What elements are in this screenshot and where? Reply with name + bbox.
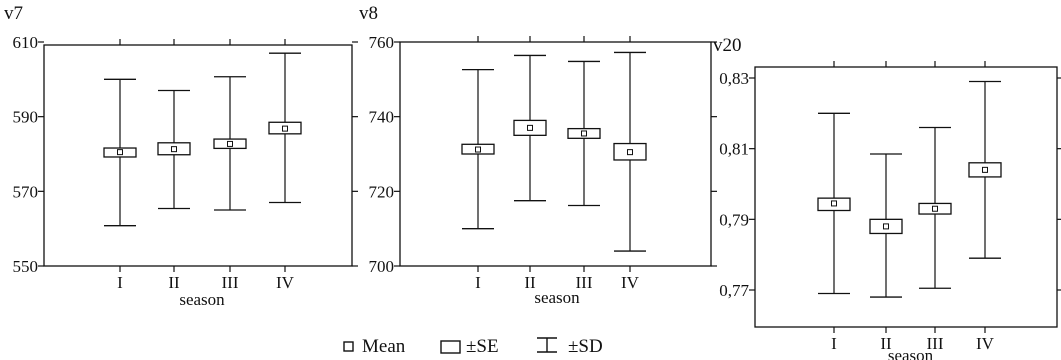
legend-se-marker — [440, 340, 461, 354]
whisker-group-III — [213, 76, 247, 211]
x-tick-label: IV — [276, 273, 295, 292]
plot-frame — [43, 44, 353, 267]
whisker-group-II — [157, 89, 191, 210]
y-tick-label: 720 — [369, 182, 395, 201]
y-tick-label: 590 — [13, 108, 39, 127]
legend-sd-label: ±SD — [568, 336, 603, 357]
x-tick-label: II — [168, 273, 180, 292]
x-tick-label: III — [222, 273, 239, 292]
x-tick-label: III — [927, 334, 944, 353]
mean-marker — [581, 130, 587, 137]
mean-marker — [831, 200, 837, 207]
x-tick-label: IV — [621, 273, 640, 292]
y-tick-label: 0,81 — [719, 140, 749, 159]
whisker-group-II — [513, 54, 547, 202]
mean-marker — [883, 223, 889, 230]
mean-marker — [932, 205, 938, 212]
mean-marker — [627, 149, 633, 156]
whisker-group-I — [103, 78, 137, 227]
mean-marker — [117, 149, 123, 156]
x-tick-label: II — [880, 334, 892, 353]
plot-frame — [399, 41, 712, 267]
y-tick-label: 570 — [13, 182, 39, 201]
y-tick-label: 0,77 — [719, 281, 749, 300]
y-tick-label: 0,83 — [719, 69, 749, 88]
plot-frame — [754, 66, 1058, 328]
whisker-group-II — [869, 153, 903, 298]
y-tick-label: 740 — [369, 108, 395, 127]
x-tick-label: III — [576, 273, 593, 292]
x-axis-label: season — [534, 288, 580, 307]
x-axis-label: season — [888, 346, 934, 360]
mean-marker — [527, 124, 533, 131]
x-tick-label: I — [831, 334, 837, 353]
y-tick-label: 760 — [369, 33, 395, 52]
whisker-group-IV — [968, 80, 1002, 259]
mean-marker — [282, 125, 288, 132]
y-tick-label: 0,79 — [719, 210, 749, 229]
mean-marker — [227, 140, 233, 147]
chart-title: v8 — [359, 3, 378, 24]
x-tick-label: IV — [976, 334, 995, 353]
x-tick-label: II — [524, 273, 536, 292]
legend-mean-label: Mean — [362, 336, 406, 357]
whisker-group-III — [918, 126, 952, 289]
legend-se-label: ±SE — [466, 336, 499, 357]
chart-title: v7 — [4, 3, 23, 24]
y-tick-label: 700 — [369, 257, 395, 276]
whisker-group-IV — [613, 51, 647, 252]
x-axis-label: season — [179, 290, 225, 309]
legend-mean-marker — [343, 341, 354, 352]
whisker-group-I — [461, 68, 495, 230]
whisker-group-I — [817, 112, 851, 295]
x-tick-label: I — [117, 273, 123, 292]
y-tick-label: 550 — [13, 257, 39, 276]
x-tick-label: I — [475, 273, 481, 292]
mean-marker — [982, 166, 988, 173]
legend: Mean ±SE ±SD — [343, 336, 603, 357]
y-tick-label: 610 — [13, 33, 39, 52]
whisker-group-III — [567, 60, 601, 207]
mean-marker — [475, 146, 481, 153]
chart-title: v20 — [713, 35, 742, 56]
legend-sd-marker — [537, 337, 557, 353]
mean-marker — [171, 146, 177, 153]
whisker-group-IV — [268, 52, 302, 204]
